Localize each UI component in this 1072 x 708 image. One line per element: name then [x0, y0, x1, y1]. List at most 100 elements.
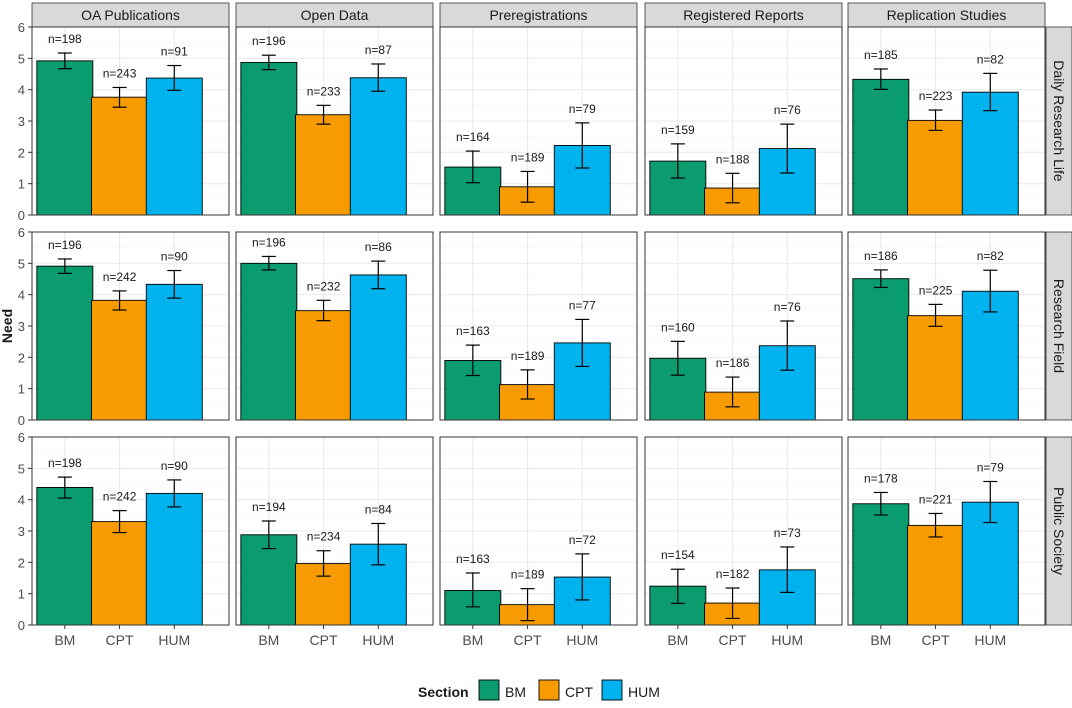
facet-panel: n=196 n=232 n=86: [235, 231, 434, 421]
error-bar: [520, 588, 535, 622]
facet-panel: n=196 n=233 n=87: [235, 26, 434, 216]
y-tick-label: 0: [18, 413, 25, 428]
error-bar: [725, 376, 740, 408]
panel-border: [235, 231, 434, 421]
n-label: n=76: [774, 103, 801, 117]
bar-cpt: [907, 119, 965, 216]
n-label: n=76: [774, 300, 801, 314]
n-label: n=196: [252, 34, 286, 48]
column-strip: [31, 2, 230, 28]
column-strip-label: OA Publications: [81, 7, 180, 23]
n-label: n=189: [511, 568, 545, 582]
error-bar: [520, 170, 535, 203]
error-bar: [670, 340, 685, 376]
n-label: n=178: [864, 471, 898, 485]
bar-hum: [349, 274, 407, 421]
column-strip: [439, 2, 638, 28]
x-tick-label: HUM: [158, 632, 190, 648]
error-bar: [316, 299, 331, 322]
bar-hum: [349, 77, 407, 216]
n-label: n=86: [365, 240, 392, 254]
n-label: n=82: [977, 52, 1004, 66]
y-axis-title: Need: [0, 309, 15, 343]
n-label: n=91: [161, 45, 188, 59]
legend-label: BM: [505, 684, 526, 700]
error-bar: [780, 320, 795, 371]
n-label: n=164: [456, 130, 490, 144]
n-label: n=233: [307, 84, 341, 98]
panel-border: [644, 231, 843, 421]
error-bar: [575, 318, 590, 368]
bar-cpt: [295, 114, 353, 216]
bar-hum: [145, 283, 203, 421]
facet-panel: n=185 n=223 n=82: [847, 26, 1046, 216]
bar-bm: [852, 503, 910, 626]
bar-bm: [852, 78, 910, 216]
n-label: n=90: [161, 250, 188, 264]
y-tick-label: 1: [18, 382, 25, 397]
n-label: n=232: [307, 279, 341, 293]
column-strip-label: Open Data: [301, 7, 369, 23]
error-bar: [371, 63, 386, 92]
x-tick-label: BM: [258, 632, 279, 648]
y-tick-label: 5: [18, 461, 25, 476]
error-bar: [465, 572, 480, 608]
column-strip: [644, 2, 843, 28]
n-label: n=196: [48, 238, 82, 252]
row-strip: [1045, 231, 1072, 421]
bar-bm: [36, 60, 94, 216]
y-tick-label: 4: [18, 83, 25, 98]
panel-border: [235, 26, 434, 216]
n-label: n=72: [569, 533, 596, 547]
error-bar: [873, 68, 888, 90]
error-bar: [780, 546, 795, 594]
x-tick-label: CPT: [106, 632, 134, 648]
x-tick-label: HUM: [566, 632, 598, 648]
y-tick-label: 4: [18, 493, 25, 508]
y-tick-label: 6: [18, 430, 25, 445]
facet-panel: n=196 n=242 n=90: [31, 231, 230, 421]
error-bar: [575, 553, 590, 601]
error-bar: [983, 72, 998, 112]
y-tick-label: 1: [18, 587, 25, 602]
bar-cpt: [91, 521, 149, 626]
error-bar: [928, 512, 943, 538]
n-label: n=221: [919, 492, 953, 506]
error-bar: [167, 479, 182, 508]
row-strip: [1045, 436, 1072, 626]
error-bar: [261, 54, 276, 71]
y-tick-label: 3: [18, 524, 25, 539]
error-bar: [167, 64, 182, 91]
error-bar: [465, 344, 480, 377]
error-bar: [928, 303, 943, 327]
legend-label: HUM: [628, 684, 660, 700]
x-tick-label: HUM: [362, 632, 394, 648]
x-tick-label: BM: [54, 632, 75, 648]
n-label: n=185: [864, 48, 898, 62]
legend-key-bm: [478, 679, 500, 701]
facet-panel: n=154 n=182 n=73: [644, 436, 843, 626]
column-strip-label: Replication Studies: [887, 7, 1007, 23]
panel-border: [235, 436, 434, 626]
n-label: n=77: [569, 298, 596, 312]
row-strip: [1045, 26, 1072, 216]
error-bar: [873, 269, 888, 289]
bar-bm: [36, 486, 94, 626]
error-bar: [520, 369, 535, 400]
error-bar: [725, 587, 740, 620]
y-tick-label: 6: [18, 225, 25, 240]
n-label: n=79: [569, 102, 596, 116]
n-label: n=84: [365, 502, 392, 516]
bar-hum: [961, 91, 1019, 216]
y-tick-label: 1: [18, 177, 25, 192]
error-bar: [983, 480, 998, 524]
x-tick-label: BM: [667, 632, 688, 648]
facet-panel: n=163 n=189 n=72: [439, 436, 638, 626]
y-tick-label: 2: [18, 555, 25, 570]
panel-border: [439, 26, 638, 216]
n-label: n=159: [661, 123, 695, 137]
facet-panel: n=194 n=234 n=84: [235, 436, 434, 626]
y-tick-label: 2: [18, 350, 25, 365]
x-tick-label: HUM: [974, 632, 1006, 648]
